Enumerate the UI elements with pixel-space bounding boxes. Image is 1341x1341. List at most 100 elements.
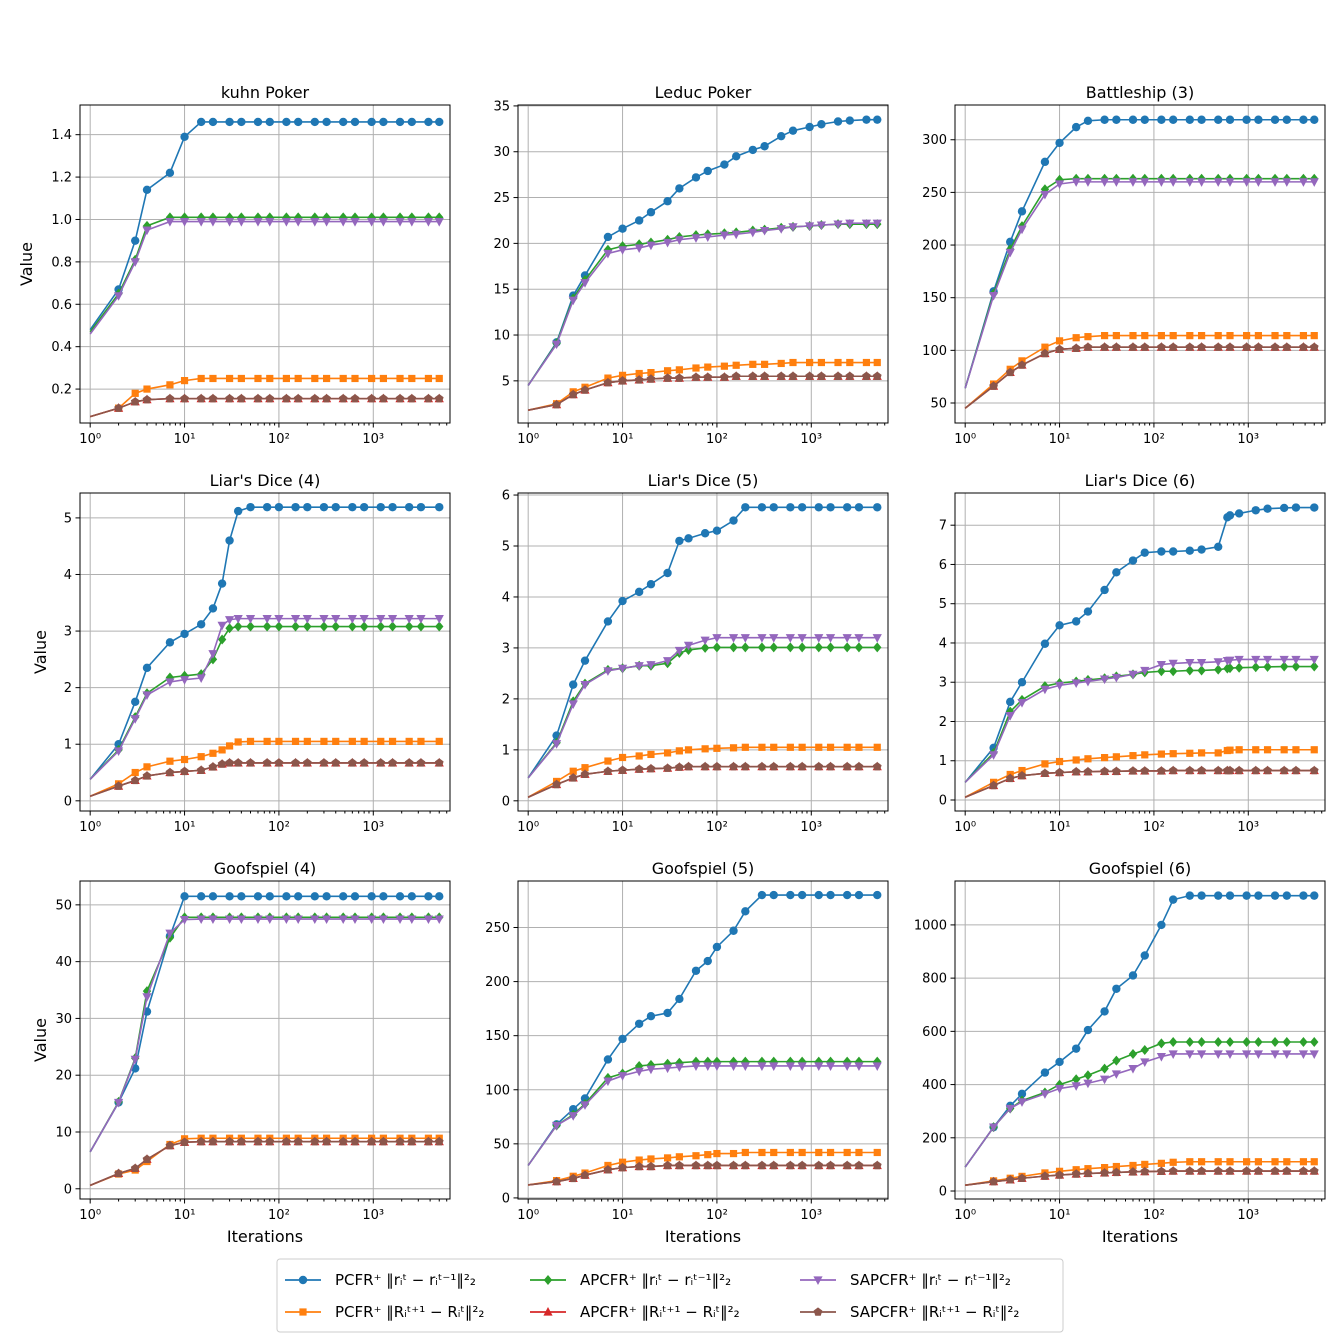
data-point xyxy=(1111,1070,1121,1079)
data-point xyxy=(817,371,826,380)
series-6 xyxy=(527,762,882,798)
data-point xyxy=(131,697,140,706)
x-tick-label: 10³ xyxy=(1237,820,1259,835)
data-point xyxy=(1168,659,1178,669)
data-point xyxy=(165,678,175,687)
data-point xyxy=(1185,891,1194,900)
data-point xyxy=(603,249,613,259)
data-point xyxy=(142,1154,152,1163)
data-point xyxy=(700,529,710,538)
chart-panel-2: 10⁰ 10¹ 10² 10³ 5 10 15 20 25 30 35 Leduc Poker xyxy=(493,83,889,447)
data-point xyxy=(196,765,206,774)
data-point xyxy=(348,737,356,746)
data-point xyxy=(1234,655,1244,665)
data-point xyxy=(1213,765,1223,775)
data-point xyxy=(834,358,842,367)
series-line xyxy=(527,222,878,386)
data-point xyxy=(760,360,769,368)
data-point xyxy=(350,394,360,403)
data-point xyxy=(1005,1175,1015,1184)
data-point xyxy=(165,394,175,403)
data-point xyxy=(338,915,348,925)
data-point xyxy=(218,746,226,754)
data-point xyxy=(1251,506,1260,515)
data-point xyxy=(568,1173,578,1183)
data-point xyxy=(861,219,872,229)
x-axis-label: Iterations xyxy=(227,1227,303,1246)
data-point xyxy=(1111,766,1121,776)
data-point xyxy=(253,394,263,403)
data-point xyxy=(1197,332,1206,340)
data-point xyxy=(142,993,152,1002)
data-point xyxy=(1270,115,1280,124)
data-point xyxy=(712,634,722,643)
legend: PCFR⁺ ‖rᵢᵗ − rᵢᵗ⁻¹‖²₂ PCFR⁺ ‖Rᵢᵗ⁺¹ − Rᵢᵗ‖… xyxy=(276,1258,1064,1333)
data-point xyxy=(217,621,227,631)
data-point xyxy=(814,642,823,653)
data-point xyxy=(691,173,701,182)
data-point xyxy=(224,218,235,227)
data-point xyxy=(1112,1162,1120,1171)
data-point xyxy=(423,915,434,925)
data-point xyxy=(1254,891,1263,900)
data-point xyxy=(310,1137,320,1146)
series-6 xyxy=(89,1137,444,1187)
data-point xyxy=(359,502,369,512)
data-point xyxy=(388,737,397,746)
data-point xyxy=(416,621,426,632)
data-point xyxy=(551,340,562,350)
data-point xyxy=(236,1137,246,1146)
data-point xyxy=(1242,891,1251,900)
data-point xyxy=(785,634,795,643)
data-point xyxy=(873,890,882,900)
series-5 xyxy=(527,634,882,779)
data-point xyxy=(1262,655,1273,665)
legend-frame xyxy=(276,1258,1064,1333)
data-point xyxy=(379,117,388,127)
data-point xyxy=(788,223,798,232)
data-point xyxy=(424,1137,433,1146)
series-1 xyxy=(527,890,882,1166)
chart-panel-1: 10⁰ 10¹ 10² 10³ 0.2 0.4 0.6 0.8 1.0 1.2 1.4 kuhn Po… xyxy=(17,83,451,447)
data-point xyxy=(1263,746,1272,754)
data-point xyxy=(1140,115,1149,124)
data-point xyxy=(569,1105,578,1114)
series-1 xyxy=(89,502,444,780)
data-point xyxy=(1140,548,1149,557)
y-tick-label: 1.2 xyxy=(51,171,72,186)
chart-title: Goofspiel (5) xyxy=(652,859,755,878)
data-point xyxy=(217,634,227,645)
data-point xyxy=(675,366,683,374)
data-point xyxy=(1129,752,1137,760)
data-point xyxy=(703,1062,713,1071)
data-point xyxy=(1083,677,1093,687)
data-point xyxy=(786,890,795,900)
x-tick-label: 10³ xyxy=(800,820,822,835)
data-point xyxy=(130,715,140,724)
data-point xyxy=(580,681,590,690)
data-point xyxy=(691,966,701,975)
data-point xyxy=(1279,765,1289,775)
data-point xyxy=(1225,115,1235,124)
data-point xyxy=(196,892,206,901)
data-point xyxy=(825,634,836,643)
data-point xyxy=(618,765,627,774)
data-point xyxy=(675,184,684,193)
data-point xyxy=(1112,753,1120,761)
data-point xyxy=(396,374,404,383)
data-point xyxy=(814,1062,824,1071)
data-point xyxy=(1185,665,1194,676)
data-point xyxy=(663,1008,672,1018)
x-tick-label: 10¹ xyxy=(1049,1208,1071,1223)
data-point xyxy=(303,737,311,746)
data-point xyxy=(417,737,425,746)
legend-item-2: PCFR⁺ ‖Rᵢᵗ⁺¹ − Rᵢᵗ‖²₂ xyxy=(285,1303,484,1321)
data-point xyxy=(350,1137,360,1146)
data-point xyxy=(360,737,368,746)
y-tick-label: 0.4 xyxy=(51,340,72,355)
series-line xyxy=(964,1053,1315,1168)
data-point xyxy=(1283,332,1291,340)
legend-item-3: APCFR⁺ ‖rᵢᵗ − rᵢᵗ⁻¹‖²₂ xyxy=(530,1271,731,1289)
data-point xyxy=(1242,1166,1251,1175)
data-point xyxy=(719,231,729,241)
